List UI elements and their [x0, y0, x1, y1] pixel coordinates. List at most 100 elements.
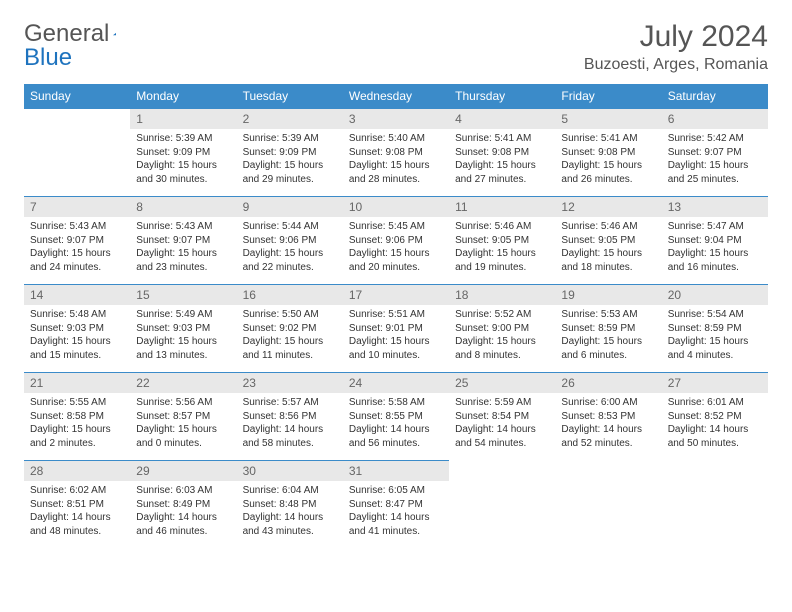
day-content: Sunrise: 5:44 AMSunset: 9:06 PMDaylight:… [237, 217, 343, 280]
calendar-cell: 20Sunrise: 5:54 AMSunset: 8:59 PMDayligh… [662, 284, 768, 372]
calendar-cell: 26Sunrise: 6:00 AMSunset: 8:53 PMDayligh… [555, 372, 661, 460]
logo-line2: Blue [24, 44, 72, 72]
calendar-cell: 27Sunrise: 6:01 AMSunset: 8:52 PMDayligh… [662, 372, 768, 460]
calendar-cell [449, 460, 555, 548]
calendar-cell: 6Sunrise: 5:42 AMSunset: 9:07 PMDaylight… [662, 108, 768, 196]
calendar-cell: 21Sunrise: 5:55 AMSunset: 8:58 PMDayligh… [24, 372, 130, 460]
calendar-cell: 2Sunrise: 5:39 AMSunset: 9:09 PMDaylight… [237, 108, 343, 196]
day-number: 24 [343, 372, 449, 393]
calendar-cell: 25Sunrise: 5:59 AMSunset: 8:54 PMDayligh… [449, 372, 555, 460]
calendar-cell [662, 460, 768, 548]
day-content: Sunrise: 5:41 AMSunset: 9:08 PMDaylight:… [449, 129, 555, 192]
calendar-cell: 4Sunrise: 5:41 AMSunset: 9:08 PMDaylight… [449, 108, 555, 196]
calendar-cell: 7Sunrise: 5:43 AMSunset: 9:07 PMDaylight… [24, 196, 130, 284]
day-number: 21 [24, 372, 130, 393]
day-number: 2 [237, 108, 343, 129]
day-number: 11 [449, 196, 555, 217]
calendar-cell: 24Sunrise: 5:58 AMSunset: 8:55 PMDayligh… [343, 372, 449, 460]
day-content: Sunrise: 5:50 AMSunset: 9:02 PMDaylight:… [237, 305, 343, 368]
calendar-cell: 13Sunrise: 5:47 AMSunset: 9:04 PMDayligh… [662, 196, 768, 284]
day-content: Sunrise: 5:52 AMSunset: 9:00 PMDaylight:… [449, 305, 555, 368]
day-content: Sunrise: 5:41 AMSunset: 9:08 PMDaylight:… [555, 129, 661, 192]
calendar-cell: 10Sunrise: 5:45 AMSunset: 9:06 PMDayligh… [343, 196, 449, 284]
weekday-header: Thursday [449, 84, 555, 108]
calendar-cell [24, 108, 130, 196]
calendar-cell: 11Sunrise: 5:46 AMSunset: 9:05 PMDayligh… [449, 196, 555, 284]
day-content: Sunrise: 5:47 AMSunset: 9:04 PMDaylight:… [662, 217, 768, 280]
calendar-cell [555, 460, 661, 548]
day-number: 10 [343, 196, 449, 217]
day-number: 13 [662, 196, 768, 217]
day-number: 25 [449, 372, 555, 393]
day-content: Sunrise: 6:02 AMSunset: 8:51 PMDaylight:… [24, 481, 130, 544]
calendar-cell: 31Sunrise: 6:05 AMSunset: 8:47 PMDayligh… [343, 460, 449, 548]
day-content: Sunrise: 6:04 AMSunset: 8:48 PMDaylight:… [237, 481, 343, 544]
month-title: July 2024 [584, 20, 768, 54]
day-content: Sunrise: 6:05 AMSunset: 8:47 PMDaylight:… [343, 481, 449, 544]
day-content: Sunrise: 5:59 AMSunset: 8:54 PMDaylight:… [449, 393, 555, 456]
calendar-row: 28Sunrise: 6:02 AMSunset: 8:51 PMDayligh… [24, 460, 768, 548]
calendar-cell: 9Sunrise: 5:44 AMSunset: 9:06 PMDaylight… [237, 196, 343, 284]
weekday-header: Sunday [24, 84, 130, 108]
day-number: 12 [555, 196, 661, 217]
day-number: 3 [343, 108, 449, 129]
empty-cell [24, 108, 130, 129]
calendar-cell: 19Sunrise: 5:53 AMSunset: 8:59 PMDayligh… [555, 284, 661, 372]
day-content: Sunrise: 5:57 AMSunset: 8:56 PMDaylight:… [237, 393, 343, 456]
day-number: 31 [343, 460, 449, 481]
day-number: 1 [130, 108, 236, 129]
calendar-cell: 1Sunrise: 5:39 AMSunset: 9:09 PMDaylight… [130, 108, 236, 196]
day-number: 8 [130, 196, 236, 217]
day-content: Sunrise: 5:58 AMSunset: 8:55 PMDaylight:… [343, 393, 449, 456]
day-number: 19 [555, 284, 661, 305]
day-content: Sunrise: 5:43 AMSunset: 9:07 PMDaylight:… [130, 217, 236, 280]
day-content: Sunrise: 5:46 AMSunset: 9:05 PMDaylight:… [449, 217, 555, 280]
day-number: 4 [449, 108, 555, 129]
calendar-row: 21Sunrise: 5:55 AMSunset: 8:58 PMDayligh… [24, 372, 768, 460]
day-number: 14 [24, 284, 130, 305]
calendar-cell: 5Sunrise: 5:41 AMSunset: 9:08 PMDaylight… [555, 108, 661, 196]
day-content: Sunrise: 6:00 AMSunset: 8:53 PMDaylight:… [555, 393, 661, 456]
calendar-cell: 12Sunrise: 5:46 AMSunset: 9:05 PMDayligh… [555, 196, 661, 284]
calendar-body: 1Sunrise: 5:39 AMSunset: 9:09 PMDaylight… [24, 108, 768, 548]
calendar-head: SundayMondayTuesdayWednesdayThursdayFrid… [24, 84, 768, 108]
day-number: 27 [662, 372, 768, 393]
day-content: Sunrise: 5:49 AMSunset: 9:03 PMDaylight:… [130, 305, 236, 368]
day-content: Sunrise: 5:40 AMSunset: 9:08 PMDaylight:… [343, 129, 449, 192]
calendar-table: SundayMondayTuesdayWednesdayThursdayFrid… [24, 84, 768, 548]
day-number: 30 [237, 460, 343, 481]
calendar-cell: 14Sunrise: 5:48 AMSunset: 9:03 PMDayligh… [24, 284, 130, 372]
weekday-header: Wednesday [343, 84, 449, 108]
calendar-row: 7Sunrise: 5:43 AMSunset: 9:07 PMDaylight… [24, 196, 768, 284]
calendar-cell: 23Sunrise: 5:57 AMSunset: 8:56 PMDayligh… [237, 372, 343, 460]
day-number: 28 [24, 460, 130, 481]
day-number: 5 [555, 108, 661, 129]
calendar-cell: 30Sunrise: 6:04 AMSunset: 8:48 PMDayligh… [237, 460, 343, 548]
day-content: Sunrise: 5:51 AMSunset: 9:01 PMDaylight:… [343, 305, 449, 368]
calendar-cell: 16Sunrise: 5:50 AMSunset: 9:02 PMDayligh… [237, 284, 343, 372]
calendar-cell: 29Sunrise: 6:03 AMSunset: 8:49 PMDayligh… [130, 460, 236, 548]
weekday-header: Saturday [662, 84, 768, 108]
day-content: Sunrise: 6:01 AMSunset: 8:52 PMDaylight:… [662, 393, 768, 456]
day-content: Sunrise: 5:42 AMSunset: 9:07 PMDaylight:… [662, 129, 768, 192]
calendar-cell: 15Sunrise: 5:49 AMSunset: 9:03 PMDayligh… [130, 284, 236, 372]
day-content: Sunrise: 5:56 AMSunset: 8:57 PMDaylight:… [130, 393, 236, 456]
day-content: Sunrise: 5:46 AMSunset: 9:05 PMDaylight:… [555, 217, 661, 280]
day-content: Sunrise: 5:43 AMSunset: 9:07 PMDaylight:… [24, 217, 130, 280]
logo-text-2: Blue [24, 44, 72, 71]
weekday-header: Friday [555, 84, 661, 108]
day-number: 29 [130, 460, 236, 481]
day-number: 15 [130, 284, 236, 305]
logo-triangle-icon [113, 26, 116, 42]
header: General July 2024 Buzoesti, Arges, Roman… [24, 20, 768, 74]
weekday-header: Tuesday [237, 84, 343, 108]
day-content: Sunrise: 5:53 AMSunset: 8:59 PMDaylight:… [555, 305, 661, 368]
day-number: 17 [343, 284, 449, 305]
day-number: 16 [237, 284, 343, 305]
day-content: Sunrise: 5:39 AMSunset: 9:09 PMDaylight:… [130, 129, 236, 192]
day-number: 6 [662, 108, 768, 129]
calendar-cell: 8Sunrise: 5:43 AMSunset: 9:07 PMDaylight… [130, 196, 236, 284]
title-block: July 2024 Buzoesti, Arges, Romania [584, 20, 768, 74]
weekday-header: Monday [130, 84, 236, 108]
calendar-cell: 3Sunrise: 5:40 AMSunset: 9:08 PMDaylight… [343, 108, 449, 196]
